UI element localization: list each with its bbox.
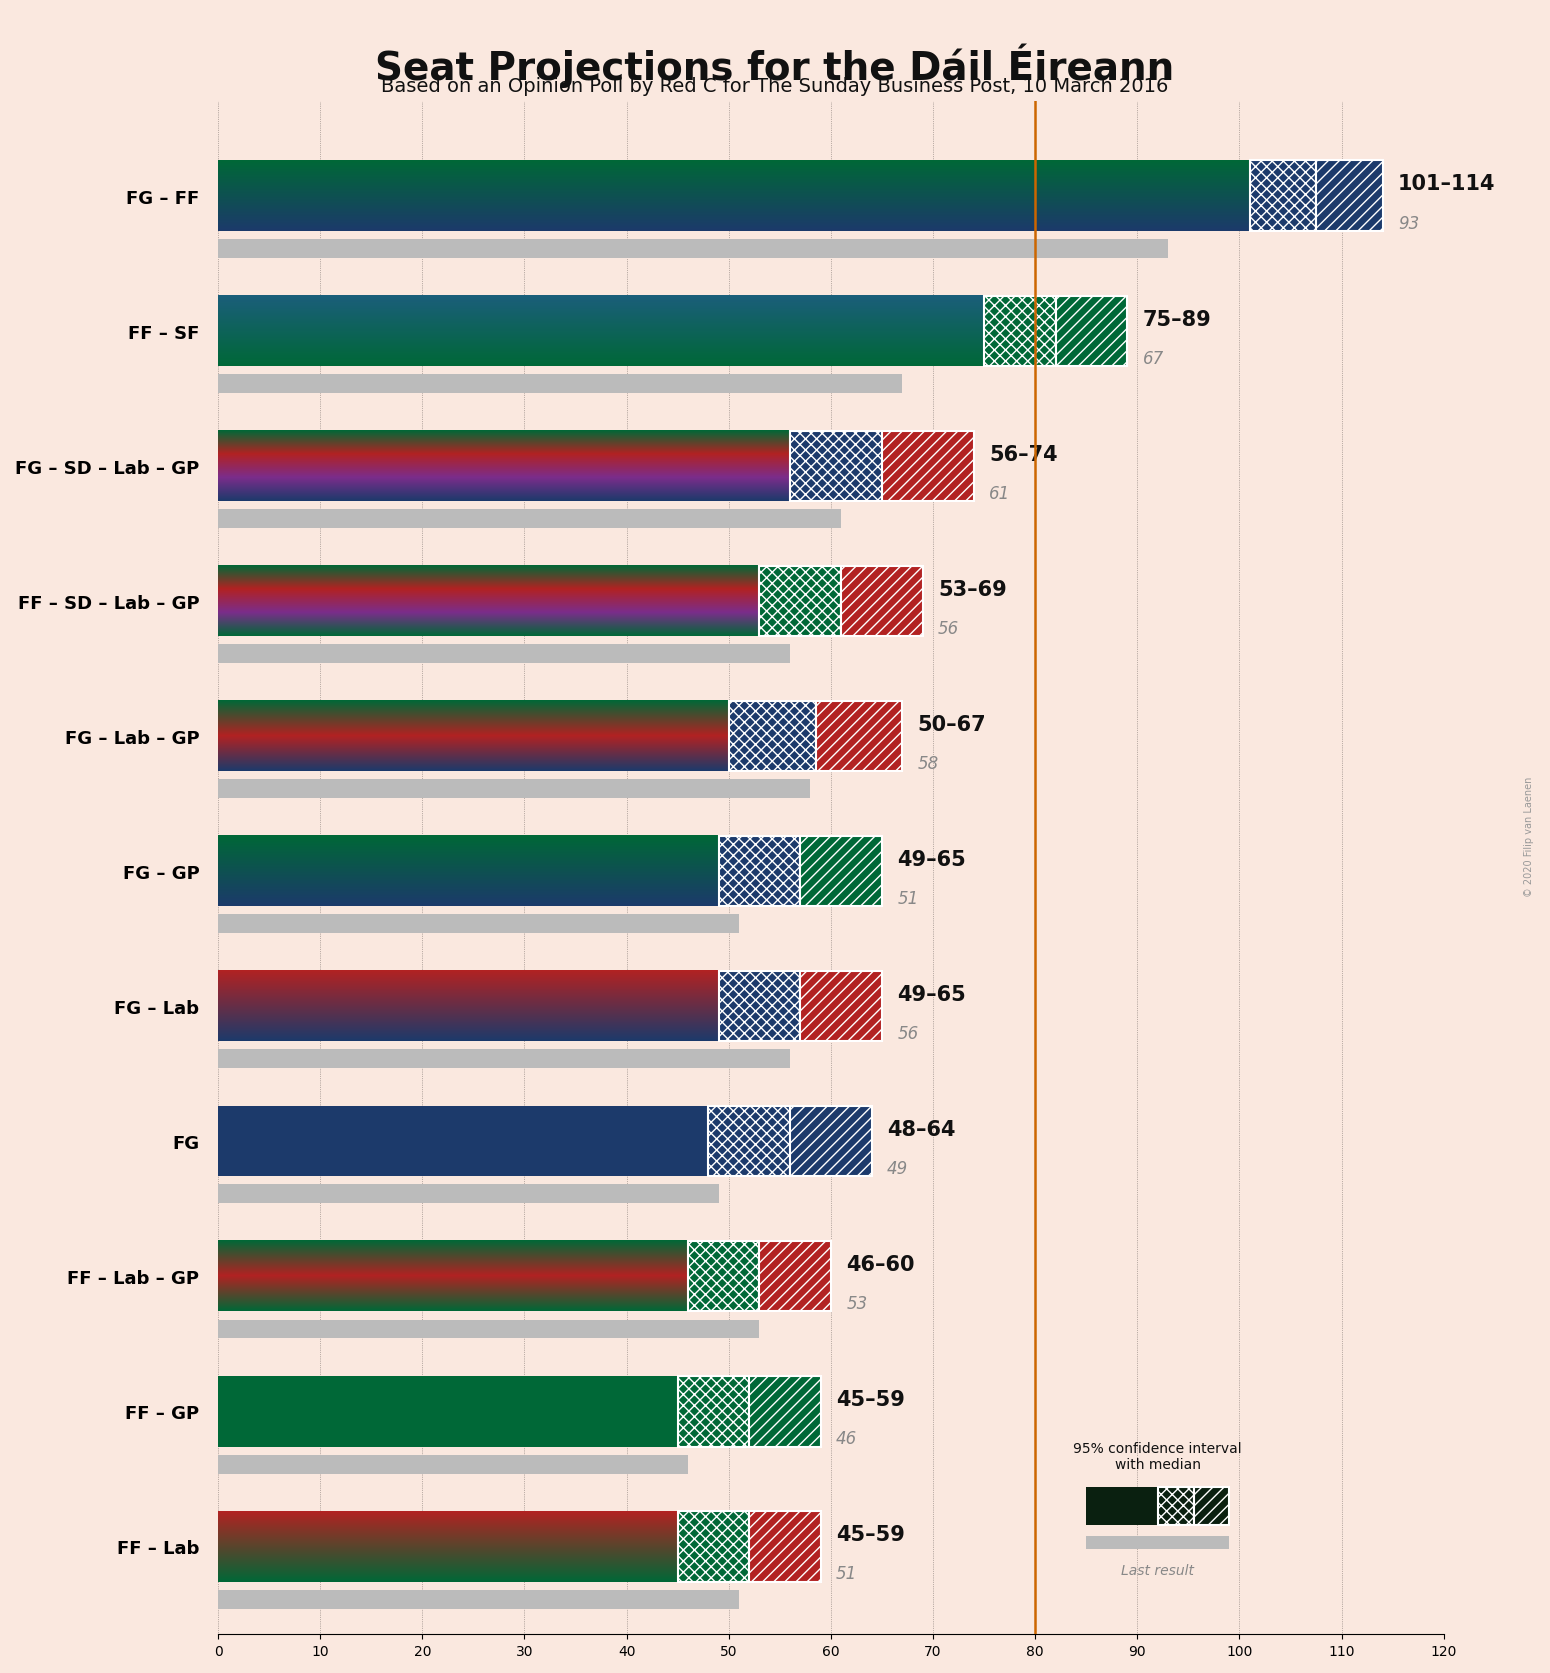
Text: Last result: Last result [1121, 1563, 1195, 1576]
Bar [219, 510, 842, 529]
Bar [815, 701, 902, 771]
Text: 101–114: 101–114 [1398, 174, 1496, 194]
Bar [800, 836, 882, 907]
Text: 46: 46 [835, 1429, 857, 1447]
Bar [219, 1320, 759, 1338]
Bar [719, 836, 800, 907]
Text: Seat Projections for the Dáil Éireann: Seat Projections for the Dáil Éireann [375, 43, 1175, 89]
Bar [728, 701, 815, 771]
Text: 56: 56 [897, 1024, 919, 1042]
Text: 56–74: 56–74 [989, 445, 1057, 465]
Text: 53–69: 53–69 [938, 579, 1008, 599]
Bar [677, 1377, 749, 1447]
Text: 46–60: 46–60 [846, 1255, 914, 1275]
Bar [749, 1511, 820, 1581]
Text: 95% confidence interval
with median: 95% confidence interval with median [1074, 1440, 1242, 1471]
Text: 75–89: 75–89 [1142, 310, 1211, 330]
Bar [984, 296, 1056, 366]
Text: 56: 56 [938, 619, 959, 637]
Text: 51: 51 [897, 890, 919, 907]
Text: 49: 49 [887, 1159, 908, 1178]
Bar [219, 239, 1169, 259]
Bar [219, 1456, 688, 1474]
Bar [219, 644, 790, 664]
Text: 49–65: 49–65 [897, 984, 966, 1004]
Text: 45–59: 45–59 [835, 1389, 905, 1409]
Bar [760, 1241, 831, 1312]
Text: 48–64: 48–64 [887, 1119, 956, 1139]
Bar [800, 972, 882, 1042]
Bar [219, 1106, 708, 1176]
Bar [219, 1184, 719, 1203]
Text: 53: 53 [846, 1295, 868, 1313]
Bar [790, 432, 882, 502]
Bar [1249, 161, 1316, 231]
Bar [708, 1106, 790, 1176]
Bar [1056, 296, 1127, 366]
Bar [1158, 1487, 1194, 1526]
Bar [688, 1241, 760, 1312]
Text: © 2020 Filip van Laenen: © 2020 Filip van Laenen [1525, 776, 1534, 897]
Bar [219, 375, 902, 393]
Bar [749, 1377, 820, 1447]
Bar [1087, 1487, 1158, 1526]
Bar [719, 972, 800, 1042]
Text: 67: 67 [1142, 350, 1164, 368]
Text: 93: 93 [1398, 214, 1420, 233]
Text: 51: 51 [835, 1564, 857, 1583]
Text: 50–67: 50–67 [918, 714, 986, 734]
Bar [219, 915, 739, 934]
Text: 58: 58 [918, 755, 939, 773]
Bar [760, 567, 842, 637]
Bar [219, 1377, 677, 1447]
Bar [842, 567, 922, 637]
Bar [790, 1106, 871, 1176]
Text: 61: 61 [989, 485, 1011, 502]
Bar [219, 780, 811, 798]
Bar [219, 1589, 739, 1609]
Bar [219, 1049, 790, 1069]
Bar [1316, 161, 1383, 231]
Bar [882, 432, 973, 502]
Bar [1087, 1536, 1229, 1549]
Text: Based on an Opinion Poll by Red C for The Sunday Business Post, 10 March 2016: Based on an Opinion Poll by Red C for Th… [381, 77, 1169, 95]
Text: 49–65: 49–65 [897, 850, 966, 870]
Bar [677, 1511, 749, 1581]
Text: 45–59: 45–59 [835, 1524, 905, 1544]
Bar [1194, 1487, 1229, 1526]
